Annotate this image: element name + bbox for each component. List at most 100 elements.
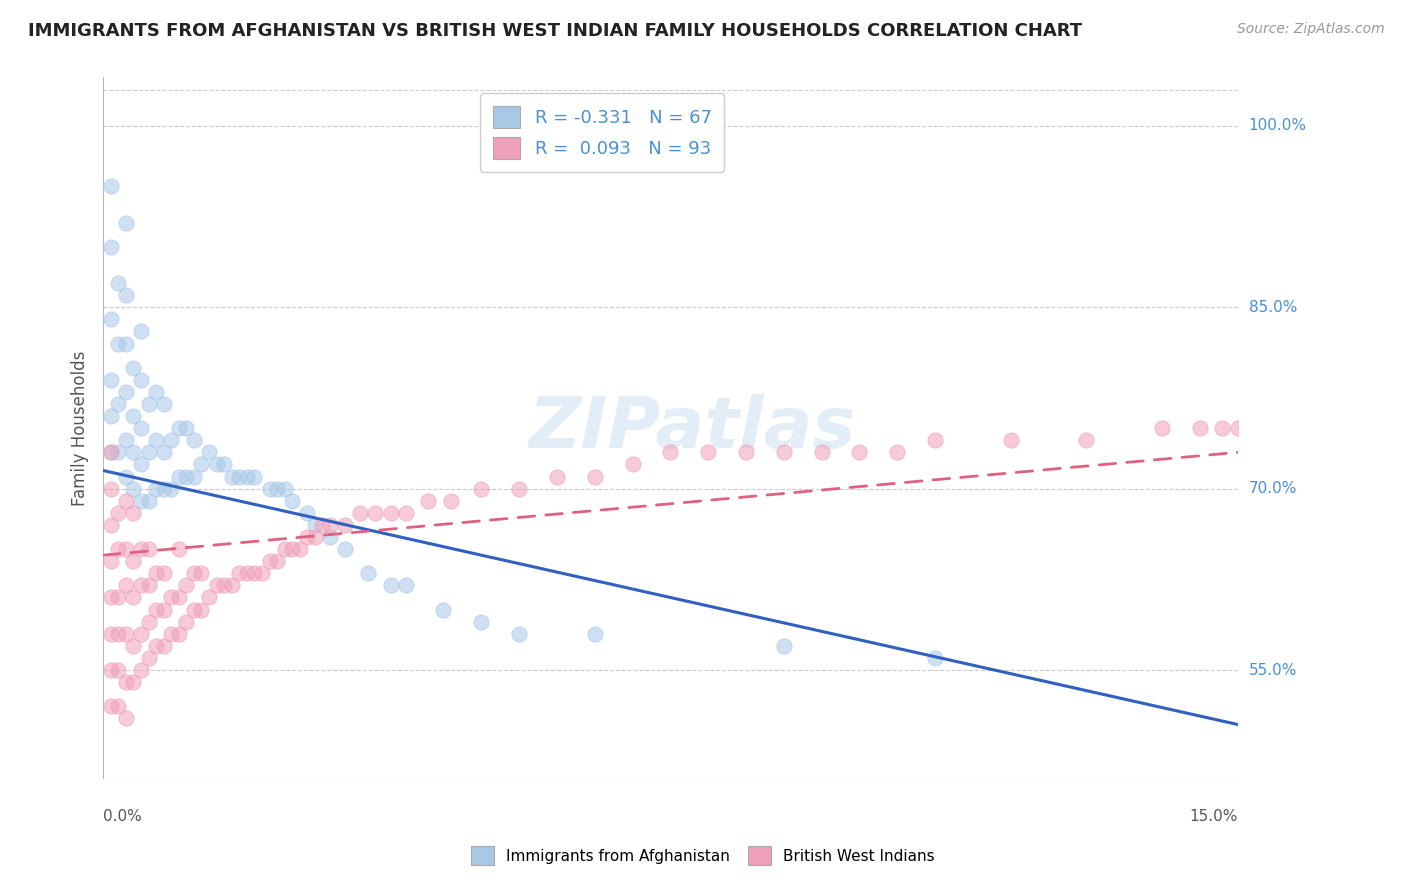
Text: 15.0%: 15.0% bbox=[1189, 809, 1237, 824]
Point bbox=[304, 530, 326, 544]
Point bbox=[100, 445, 122, 459]
Point bbox=[183, 602, 205, 616]
Point bbox=[508, 482, 530, 496]
Point bbox=[100, 445, 122, 459]
Point bbox=[205, 458, 228, 472]
Point bbox=[129, 493, 152, 508]
Point bbox=[100, 663, 122, 677]
Point bbox=[100, 373, 122, 387]
Point bbox=[183, 434, 205, 448]
Point bbox=[266, 482, 288, 496]
Point bbox=[1150, 421, 1173, 435]
Point bbox=[198, 445, 221, 459]
Point bbox=[114, 288, 136, 302]
Point bbox=[107, 663, 129, 677]
Point bbox=[259, 554, 281, 568]
Point bbox=[212, 458, 235, 472]
Point bbox=[228, 566, 250, 581]
Point bbox=[138, 493, 160, 508]
Point bbox=[349, 506, 371, 520]
Point bbox=[114, 675, 136, 690]
Point bbox=[114, 578, 136, 592]
Point bbox=[470, 482, 492, 496]
Point bbox=[1226, 421, 1249, 435]
Point bbox=[311, 517, 333, 532]
Point bbox=[107, 591, 129, 605]
Point bbox=[319, 530, 342, 544]
Point bbox=[145, 384, 167, 399]
Point bbox=[772, 639, 794, 653]
Point bbox=[114, 336, 136, 351]
Point bbox=[138, 578, 160, 592]
Point bbox=[129, 373, 152, 387]
Point bbox=[924, 434, 946, 448]
Point bbox=[288, 542, 311, 557]
Point bbox=[297, 506, 319, 520]
Text: IMMIGRANTS FROM AFGHANISTAN VS BRITISH WEST INDIAN FAMILY HOUSEHOLDS CORRELATION: IMMIGRANTS FROM AFGHANISTAN VS BRITISH W… bbox=[28, 22, 1083, 40]
Point bbox=[107, 699, 129, 714]
Point bbox=[228, 469, 250, 483]
Point bbox=[138, 615, 160, 629]
Point bbox=[266, 554, 288, 568]
Point bbox=[176, 578, 198, 592]
Point bbox=[1076, 434, 1098, 448]
Point bbox=[924, 651, 946, 665]
Point bbox=[380, 506, 402, 520]
Text: 55.0%: 55.0% bbox=[1249, 663, 1296, 678]
Point bbox=[221, 578, 243, 592]
Point bbox=[243, 566, 266, 581]
Point bbox=[1188, 421, 1211, 435]
Point bbox=[100, 482, 122, 496]
Point bbox=[107, 336, 129, 351]
Point bbox=[122, 506, 145, 520]
Point bbox=[176, 615, 198, 629]
Point bbox=[167, 591, 190, 605]
Text: ZIPatlas: ZIPatlas bbox=[529, 393, 856, 463]
Point bbox=[333, 542, 356, 557]
Point bbox=[100, 409, 122, 423]
Point bbox=[122, 554, 145, 568]
Point bbox=[212, 578, 235, 592]
Point bbox=[583, 626, 606, 640]
Point bbox=[190, 602, 212, 616]
Point bbox=[395, 506, 418, 520]
Point bbox=[304, 517, 326, 532]
Point bbox=[107, 397, 129, 411]
Point bbox=[152, 397, 174, 411]
Point bbox=[183, 566, 205, 581]
Point bbox=[107, 276, 129, 290]
Point bbox=[122, 675, 145, 690]
Point bbox=[145, 434, 167, 448]
Point bbox=[697, 445, 720, 459]
Point bbox=[364, 506, 387, 520]
Point bbox=[122, 639, 145, 653]
Point bbox=[145, 639, 167, 653]
Point bbox=[250, 566, 273, 581]
Point bbox=[129, 542, 152, 557]
Text: 100.0%: 100.0% bbox=[1249, 119, 1306, 133]
Point bbox=[138, 651, 160, 665]
Point bbox=[418, 493, 440, 508]
Point bbox=[114, 626, 136, 640]
Text: Source: ZipAtlas.com: Source: ZipAtlas.com bbox=[1237, 22, 1385, 37]
Point bbox=[152, 482, 174, 496]
Point bbox=[190, 566, 212, 581]
Point bbox=[100, 517, 122, 532]
Point bbox=[129, 421, 152, 435]
Point bbox=[100, 179, 122, 194]
Point bbox=[243, 469, 266, 483]
Point bbox=[886, 445, 908, 459]
Point bbox=[122, 482, 145, 496]
Point bbox=[152, 566, 174, 581]
Point bbox=[152, 639, 174, 653]
Point bbox=[546, 469, 568, 483]
Legend: Immigrants from Afghanistan, British West Indians: Immigrants from Afghanistan, British Wes… bbox=[465, 840, 941, 871]
Point bbox=[114, 216, 136, 230]
Point bbox=[138, 397, 160, 411]
Point bbox=[333, 517, 356, 532]
Point bbox=[236, 566, 259, 581]
Point bbox=[129, 325, 152, 339]
Point bbox=[100, 554, 122, 568]
Point bbox=[176, 421, 198, 435]
Point bbox=[100, 240, 122, 254]
